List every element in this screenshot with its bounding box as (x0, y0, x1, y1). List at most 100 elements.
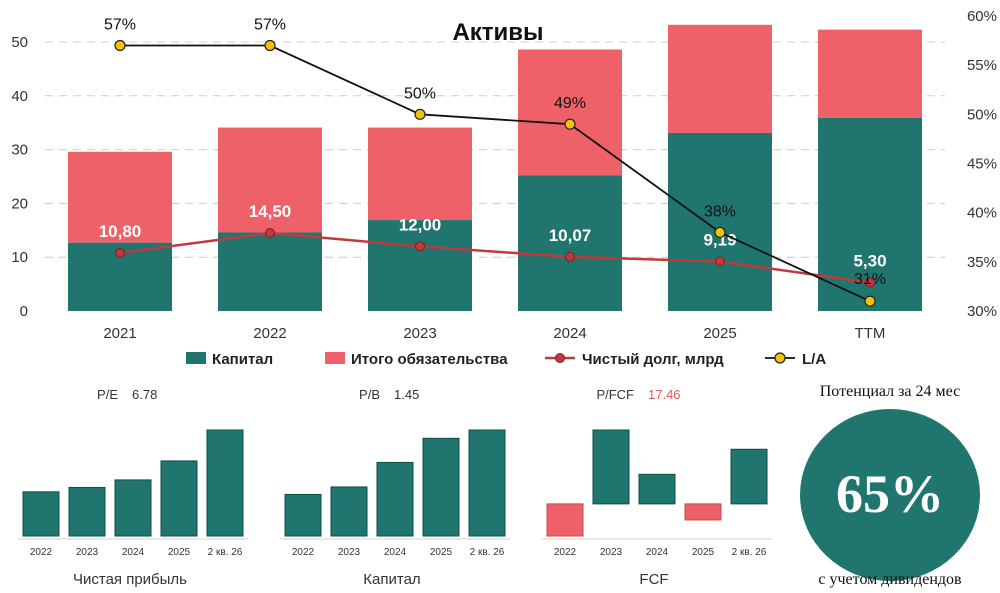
legend-capital-swatch (186, 352, 206, 364)
la-point (714, 226, 726, 238)
net-debt-point (415, 241, 425, 252)
la-label: 50% (404, 85, 436, 102)
x-tick-label: 2022 (554, 547, 577, 558)
bar (160, 460, 198, 537)
mini-chart-title: FCF (639, 571, 668, 588)
x-tick-label: 2022 (292, 547, 315, 558)
bar (114, 479, 152, 537)
x-tick-label: 2023 (600, 547, 623, 558)
capital-bar (668, 132, 772, 311)
y2-tick-label: 55% (967, 57, 997, 74)
liabilities-bar (668, 24, 772, 133)
x-tick-label: 2024 (553, 325, 586, 342)
y2-tick-label: 45% (967, 156, 997, 173)
la-label: 57% (254, 17, 286, 34)
metric-value: 1.45 (394, 387, 419, 402)
bar (638, 473, 676, 505)
x-tick-label: 2025 (430, 547, 453, 558)
net-debt-label: 5,30 (853, 251, 886, 270)
bar (546, 503, 584, 537)
legend-liabilities-label: Итого обязательства (351, 351, 508, 368)
y2-tick-label: 35% (967, 254, 997, 271)
x-tick-label: 2025 (692, 547, 715, 558)
net-debt-point (115, 247, 125, 258)
y-tick-label: 30 (11, 142, 28, 159)
x-tick-label: 2022 (30, 547, 53, 558)
net-debt-line (119, 231, 871, 284)
la-point (414, 108, 426, 120)
bar (330, 486, 368, 537)
legend-la-marker (774, 352, 786, 364)
y-tick-label: 20 (11, 195, 28, 212)
y2-tick-label: 40% (967, 205, 997, 222)
liabilities-bar (518, 49, 622, 176)
net-profit-chart: P/E 6.78 2022 2023 2024 2025 2 кв. 26 Чистая пр… (18, 387, 248, 588)
la-point (264, 39, 276, 52)
la-line (120, 44, 871, 302)
bar (592, 429, 630, 505)
mini-chart-title: Капитал (363, 571, 420, 588)
bar (284, 493, 322, 537)
net-debt-point (265, 227, 275, 238)
liabilities-bar (68, 151, 172, 243)
liabilities-bar (818, 29, 922, 118)
metric-value: 17.46 (648, 387, 681, 402)
legend-liabilities-swatch (325, 352, 345, 364)
legend-la-label: L/A (802, 351, 826, 368)
net-debt-label: 10,80 (99, 222, 142, 241)
la-point (564, 118, 576, 130)
potential-circle (800, 409, 980, 581)
la-label: 49% (554, 95, 586, 112)
y2-tick-label: 60% (967, 8, 997, 25)
x-tick-label: 2024 (384, 547, 407, 558)
metric-label: P/FCF (596, 387, 634, 402)
bar (376, 461, 414, 537)
liabilities-bar (368, 127, 472, 221)
la-label: 57% (104, 17, 136, 34)
y2-tick-label: 50% (967, 106, 997, 123)
potential-value: 65% (836, 464, 944, 524)
x-tick-label: 2022 (253, 325, 286, 342)
la-point (114, 39, 126, 52)
y-tick-label: 0 (20, 303, 28, 320)
x-tick-label: 2025 (703, 325, 736, 342)
potential-caption-top: Потенциал за 24 мес (819, 383, 961, 400)
y-tick-label: 10 (11, 249, 28, 266)
bar (22, 491, 60, 537)
x-tick-label: 2024 (646, 547, 669, 558)
x-tick-label: 2 кв. 26 (208, 547, 243, 558)
bar (422, 437, 460, 537)
legend-net-debt-marker (555, 353, 565, 363)
metric-label: P/E (97, 387, 118, 402)
net-debt-point (715, 256, 725, 267)
x-tick-label: 2 кв. 26 (732, 547, 767, 558)
capital-bar (368, 220, 472, 311)
metric-label: P/B (359, 387, 380, 402)
legend-capital-label: Капитал (212, 351, 273, 368)
legend-net-debt-label: Чистый долг, млрд (582, 351, 724, 368)
la-label: 31% (854, 271, 886, 288)
x-tick-label: 2023 (338, 547, 361, 558)
x-tick-label: 2 кв. 26 (470, 547, 505, 558)
x-tick-label: 2025 (168, 547, 191, 558)
la-point (864, 295, 876, 307)
net-debt-label: 12,00 (399, 215, 442, 234)
x-tick-label: 2024 (122, 547, 145, 558)
bar (206, 429, 244, 537)
capital-bar (518, 175, 622, 311)
bar (468, 429, 506, 537)
potential-panel: Потенциал за 24 мес 65% с учетом дивиден… (790, 378, 990, 593)
x-tick-label: 2023 (76, 547, 99, 558)
x-tick-label: TTM (855, 325, 886, 342)
bar (684, 503, 722, 521)
net-debt-label: 10,07 (549, 226, 592, 245)
bar (68, 486, 106, 537)
bar (730, 448, 768, 505)
assets-chart: 0 10 20 30 40 50 30% 35% 40% 45% 50% 55% 60% 2021 2022… (11, 8, 997, 368)
net-debt-point (565, 251, 575, 262)
capital-bar (218, 232, 322, 311)
x-tick-label: 2023 (403, 325, 436, 342)
potential-caption-bottom: с учетом дивидендов (818, 571, 962, 588)
capital-chart: P/B 1.45 2022 2023 2024 2025 2 кв. 26 Капитал (280, 387, 510, 588)
